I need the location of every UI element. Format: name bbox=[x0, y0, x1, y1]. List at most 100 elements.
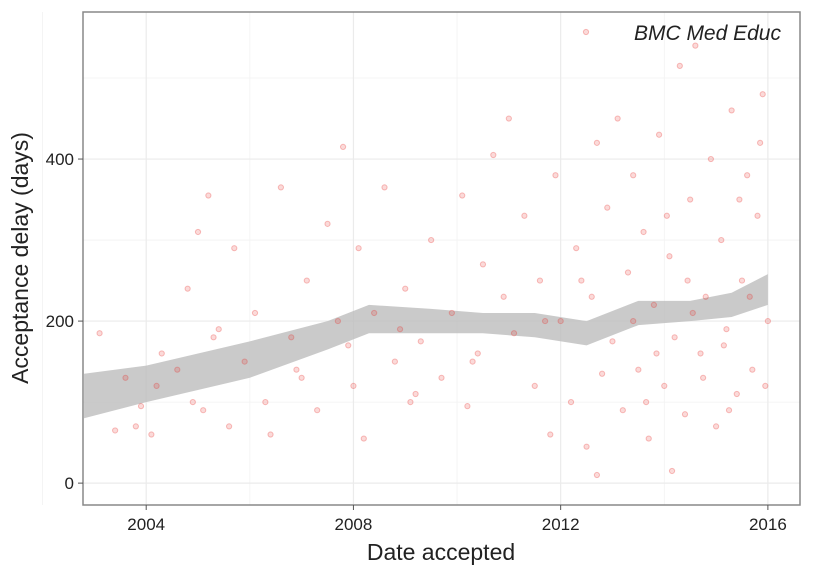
point bbox=[676, 62, 683, 69]
point bbox=[702, 293, 709, 300]
point bbox=[542, 317, 549, 325]
point bbox=[324, 220, 331, 227]
plot-border bbox=[82, 11, 801, 506]
point bbox=[194, 228, 202, 236]
point bbox=[174, 366, 181, 373]
point bbox=[412, 390, 419, 398]
point bbox=[391, 358, 398, 365]
point bbox=[132, 423, 139, 430]
point bbox=[396, 326, 404, 333]
point bbox=[536, 277, 544, 284]
point bbox=[505, 115, 512, 122]
point bbox=[402, 285, 409, 292]
point bbox=[521, 212, 528, 219]
axes: 2004 2008 2012 2016 0 200 400 bbox=[46, 150, 787, 534]
point bbox=[210, 334, 217, 341]
point bbox=[736, 196, 743, 203]
point bbox=[749, 366, 756, 373]
point bbox=[643, 399, 650, 406]
point bbox=[215, 326, 222, 333]
y-tick-label: 400 bbox=[46, 150, 74, 169]
point bbox=[158, 350, 165, 357]
point bbox=[112, 427, 119, 434]
point bbox=[262, 399, 269, 406]
point bbox=[598, 370, 606, 377]
point bbox=[225, 423, 233, 430]
point bbox=[334, 317, 341, 325]
point bbox=[277, 184, 285, 191]
point bbox=[738, 277, 746, 284]
point bbox=[728, 107, 735, 114]
legend-label: BMC Med Educ bbox=[634, 22, 782, 45]
point bbox=[184, 285, 191, 292]
point bbox=[137, 403, 145, 410]
point bbox=[339, 143, 347, 150]
point bbox=[604, 204, 611, 211]
point bbox=[459, 192, 466, 199]
point bbox=[267, 431, 274, 438]
point bbox=[303, 277, 310, 284]
point bbox=[630, 317, 637, 325]
point bbox=[122, 374, 129, 381]
point bbox=[355, 245, 362, 252]
point bbox=[689, 309, 696, 317]
point bbox=[371, 309, 378, 317]
point bbox=[567, 399, 575, 406]
point bbox=[681, 411, 689, 418]
legend-marker bbox=[582, 28, 590, 36]
point bbox=[205, 192, 212, 199]
point bbox=[700, 374, 707, 381]
point bbox=[630, 172, 637, 179]
point bbox=[531, 382, 538, 390]
point bbox=[707, 155, 714, 163]
point bbox=[720, 342, 727, 349]
point bbox=[557, 317, 564, 325]
point bbox=[573, 245, 580, 252]
point bbox=[231, 245, 238, 252]
point bbox=[759, 91, 766, 98]
x-tick-label: 2004 bbox=[127, 515, 165, 534]
point bbox=[298, 374, 305, 381]
point bbox=[350, 382, 357, 390]
point bbox=[725, 407, 733, 414]
point bbox=[469, 358, 476, 365]
point bbox=[96, 330, 103, 337]
x-tick-label: 2016 bbox=[749, 515, 787, 534]
point bbox=[407, 399, 414, 406]
point bbox=[360, 435, 367, 442]
point bbox=[757, 139, 764, 146]
point bbox=[490, 151, 497, 159]
point bbox=[671, 334, 678, 341]
point bbox=[668, 467, 676, 475]
point bbox=[200, 407, 207, 414]
point bbox=[314, 407, 321, 414]
point bbox=[510, 330, 518, 337]
point bbox=[650, 301, 658, 308]
point bbox=[417, 338, 424, 345]
point bbox=[746, 293, 753, 300]
point bbox=[448, 309, 455, 317]
point bbox=[547, 431, 554, 438]
point bbox=[578, 277, 585, 284]
point bbox=[588, 293, 595, 300]
point bbox=[474, 350, 481, 357]
point bbox=[684, 277, 691, 284]
point bbox=[687, 196, 694, 203]
point bbox=[619, 407, 626, 414]
point bbox=[552, 172, 559, 179]
y-tick-label: 0 bbox=[65, 474, 74, 493]
point bbox=[288, 334, 295, 341]
point bbox=[500, 293, 507, 300]
point bbox=[593, 139, 601, 146]
y-tick-label: 200 bbox=[46, 312, 74, 331]
point bbox=[583, 443, 590, 450]
y-axis-label: Acceptance delay (days) bbox=[7, 132, 33, 384]
point bbox=[764, 317, 771, 325]
plot-area bbox=[83, 12, 800, 505]
point bbox=[635, 366, 642, 373]
point bbox=[614, 115, 621, 122]
point bbox=[153, 382, 160, 390]
point bbox=[655, 131, 663, 138]
point bbox=[381, 184, 388, 191]
